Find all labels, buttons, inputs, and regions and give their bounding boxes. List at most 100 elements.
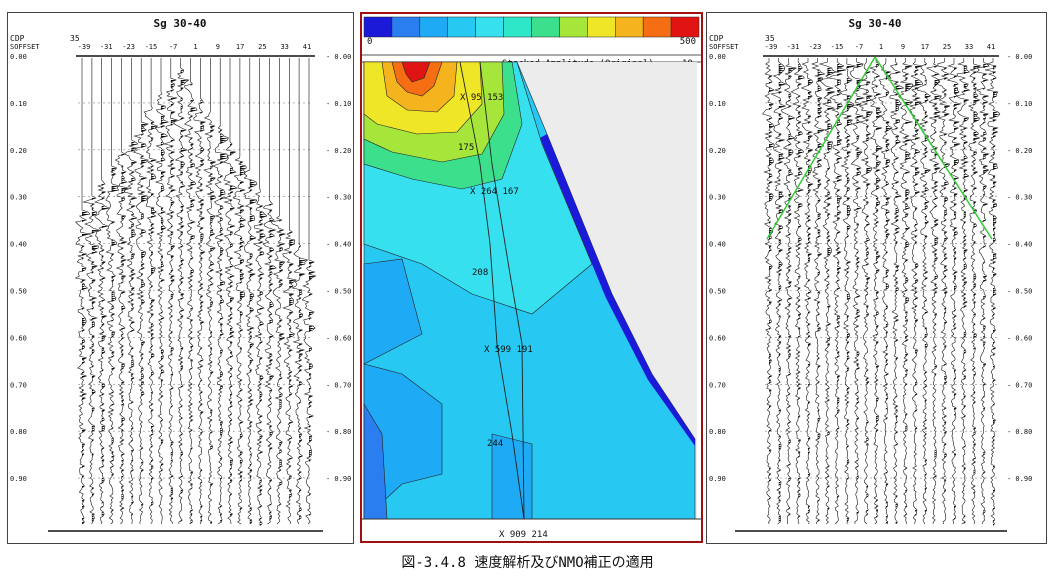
offset-tick-label: -31: [100, 43, 113, 51]
offset-tick-label: 25: [943, 43, 951, 51]
time-tick-label: - 0.10: [1007, 100, 1032, 108]
time-tick-label: 0.70: [709, 381, 726, 389]
semblance-annotation: X 909 214: [499, 530, 548, 540]
offset-tick-label: 25: [258, 43, 266, 51]
seismic-trace: [105, 58, 120, 525]
seismic-trace: [839, 58, 856, 525]
offset-tick-label: -39: [78, 43, 91, 51]
seismic-trace: [291, 58, 309, 525]
time-tick-label: - 0.60: [326, 334, 351, 342]
time-tick-label: 0.00: [10, 53, 27, 61]
offset-tick-label: 1: [193, 43, 197, 51]
velocity-semblance-panel: 0 500 Stacked Amplitude (Original) 10 X …: [360, 12, 703, 543]
colorbar-swatch: [419, 16, 448, 38]
colorbar-swatch: [363, 16, 393, 38]
colorbar-swatch: [475, 16, 504, 38]
offset-label: SOFFSET: [10, 43, 40, 51]
offset-tick-label: 33: [965, 43, 973, 51]
time-tick-label: 0.60: [10, 334, 27, 342]
gather-title: Sg 30-40: [154, 17, 207, 30]
seismic-trace: [154, 58, 170, 525]
time-tick-label: - 0.10: [326, 100, 351, 108]
seismic-trace: [908, 58, 924, 525]
time-tick-label: - 0.00: [326, 53, 351, 61]
seismic-trace: [975, 58, 990, 525]
seismic-trace: [212, 58, 229, 525]
offset-tick-label: -23: [809, 43, 822, 51]
seismic-trace: [162, 58, 178, 525]
time-tick-label: - 0.40: [1007, 241, 1032, 249]
time-tick-label: - 0.80: [1007, 428, 1032, 436]
seismic-trace: [114, 58, 129, 525]
offset-tick-label: -23: [122, 43, 135, 51]
offset-tick-label: 41: [303, 43, 311, 51]
gather-plot-right: Sg 30-40 CDP 35 SOFFSET -39 -31 -23 -15 -7 1 9…: [709, 17, 1032, 532]
seismic-trace: [193, 58, 207, 525]
seismic-trace: [790, 58, 805, 525]
seismic-trace: [282, 58, 297, 525]
seismic-trace: [762, 58, 775, 525]
seismic-trace: [132, 58, 149, 525]
seismic-trace: [868, 58, 883, 525]
colorbar-swatch: [391, 16, 421, 38]
offset-tick-label: 33: [280, 43, 288, 51]
cdp-value: 35: [70, 34, 80, 43]
colorbar-swatch: [615, 16, 644, 38]
seismic-gather-right: Sg 30-40 CDP 35 SOFFSET -39 -31 -23 -15 -7 1 9…: [706, 12, 1047, 544]
seismic-trace: [301, 58, 317, 525]
semblance-annotation: 244: [487, 439, 503, 449]
semblance-contours: [362, 61, 701, 520]
seismic-trace: [984, 58, 1001, 525]
offset-tick-label: -39: [765, 43, 778, 51]
time-tick-label: 0.90: [709, 475, 726, 483]
moveout-line-right: [874, 56, 993, 240]
colorbar-swatch: [531, 16, 560, 38]
seismic-trace: [232, 58, 247, 525]
time-tick-label: 0.90: [10, 475, 27, 483]
velocity-pick-line: [459, 61, 525, 520]
seismic-trace: [878, 58, 893, 525]
cdp-label: CDP: [709, 34, 724, 43]
semblance-annotation: X 599 191: [484, 345, 533, 355]
colorbar-swatch: [447, 16, 476, 38]
semblance-annotation: 175: [458, 143, 474, 153]
time-tick-label: - 0.00: [1007, 53, 1032, 61]
seismic-trace: [858, 58, 873, 525]
time-tick-label: - 0.50: [326, 288, 351, 296]
seismic-trace: [811, 58, 826, 525]
seismic-trace: [82, 58, 100, 525]
seismic-trace: [94, 58, 111, 525]
seismic-trace: [967, 58, 982, 525]
seismic-trace: [253, 58, 268, 525]
time-tick-label: 0.50: [10, 288, 27, 296]
cdp-value: 35: [765, 34, 775, 43]
moveout-lines: [766, 56, 993, 240]
time-tick-label: 0.80: [709, 428, 726, 436]
offset-tick-label: 1: [879, 43, 883, 51]
seismic-trace: [916, 58, 932, 525]
seismic-trace: [183, 58, 198, 525]
velocity-pick-line: [479, 61, 525, 520]
colorbar-swatch: [642, 16, 672, 38]
time-tick-label: 0.20: [10, 147, 27, 155]
colorbar-swatch: [670, 16, 700, 38]
offset-tick-label: 9: [901, 43, 905, 51]
figure-caption: 図-3.4.8 速度解析及びNMO補正の適用: [401, 555, 654, 571]
seismic-trace: [74, 58, 91, 525]
offset-tick-label: -15: [831, 43, 844, 51]
seismic-trace: [203, 58, 217, 525]
seismic-trace: [270, 58, 287, 525]
time-tick-label: - 0.70: [326, 381, 351, 389]
time-tick-label: 0.20: [709, 147, 726, 155]
seismic-trace: [898, 58, 914, 525]
semblance-annotation: 208: [472, 268, 488, 278]
seismic-trace: [800, 58, 814, 525]
seismic-gather-left: Sg 30-40 CDP 35 SOFFSET -39 -31 -23 -15 -7 1 9…: [7, 12, 354, 544]
colorbar-swatch: [587, 16, 616, 38]
offset-tick-label: -7: [169, 43, 177, 51]
colorbar-swatch: [559, 16, 588, 38]
seismic-trace: [849, 58, 865, 525]
seismic-trace: [222, 58, 238, 525]
offset-tick-label: -15: [145, 43, 158, 51]
offset-tick-label: 41: [987, 43, 995, 51]
